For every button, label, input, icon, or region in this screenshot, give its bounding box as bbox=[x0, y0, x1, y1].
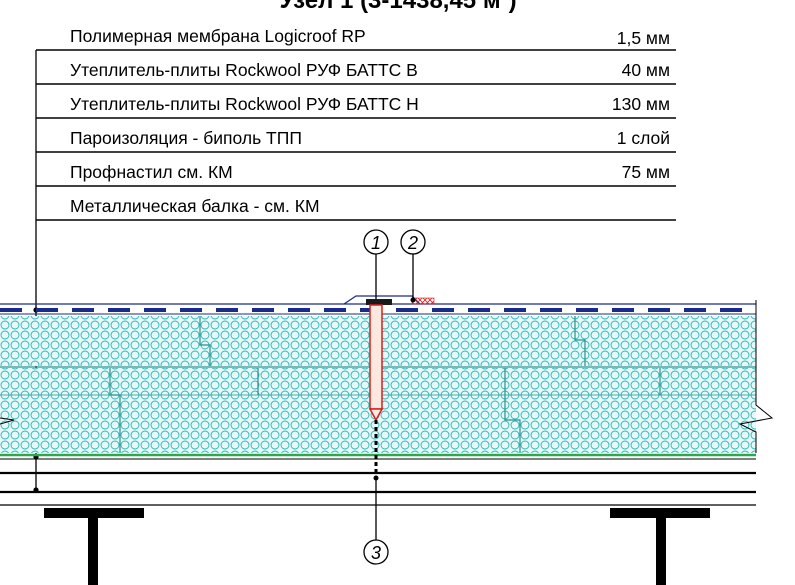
layer-value-vapor-barrier: 1 слой bbox=[617, 128, 670, 148]
layer-value-membrane: 1,5 мм bbox=[617, 28, 670, 48]
fastener bbox=[366, 299, 392, 478]
seam-tape bbox=[411, 297, 435, 305]
steel-beam-left bbox=[44, 508, 144, 585]
layer-label-beam: Металлическая балка - см. КМ bbox=[70, 196, 320, 216]
callout-1-bubble bbox=[363, 229, 389, 255]
drawing-title: Узел 1 (3-1438,45 м²) bbox=[279, 0, 516, 14]
layer-value-insulation-top: 40 мм bbox=[622, 60, 670, 80]
layer-label-membrane: Полимерная мембрана Logicroof RP bbox=[70, 26, 366, 46]
profiled-deck bbox=[0, 471, 756, 506]
layer-value-deck: 75 мм bbox=[622, 162, 670, 182]
layer-label-deck: Профнастил см. КМ bbox=[70, 162, 233, 182]
break-mark-right bbox=[738, 300, 774, 453]
callout-3-bubble bbox=[363, 539, 389, 565]
layer-label-insulation-top: Утеплитель-плиты Rockwool РУФ БАТТС В bbox=[70, 60, 418, 80]
callout-2-bubble bbox=[400, 229, 426, 255]
steel-beam-right bbox=[610, 508, 710, 585]
callout-2-dot bbox=[410, 297, 416, 303]
callout-3-label: 3 bbox=[371, 543, 381, 563]
layer-label-vapor-barrier: Пароизоляция - биполь ТПП bbox=[70, 128, 302, 148]
break-mark-left bbox=[0, 417, 15, 425]
layer-value-insulation-bottom: 130 мм bbox=[612, 94, 670, 114]
layer-label-insulation-bottom: Утеплитель-плиты Rockwool РУФ БАТТС Н bbox=[70, 94, 419, 114]
callout-2-label: 2 bbox=[407, 233, 418, 253]
callout-1-label: 1 bbox=[371, 233, 381, 253]
layer-table: Полимерная мембрана Logicroof RP 1,5 мм … bbox=[36, 26, 676, 221]
callout-3-dot bbox=[373, 475, 379, 481]
